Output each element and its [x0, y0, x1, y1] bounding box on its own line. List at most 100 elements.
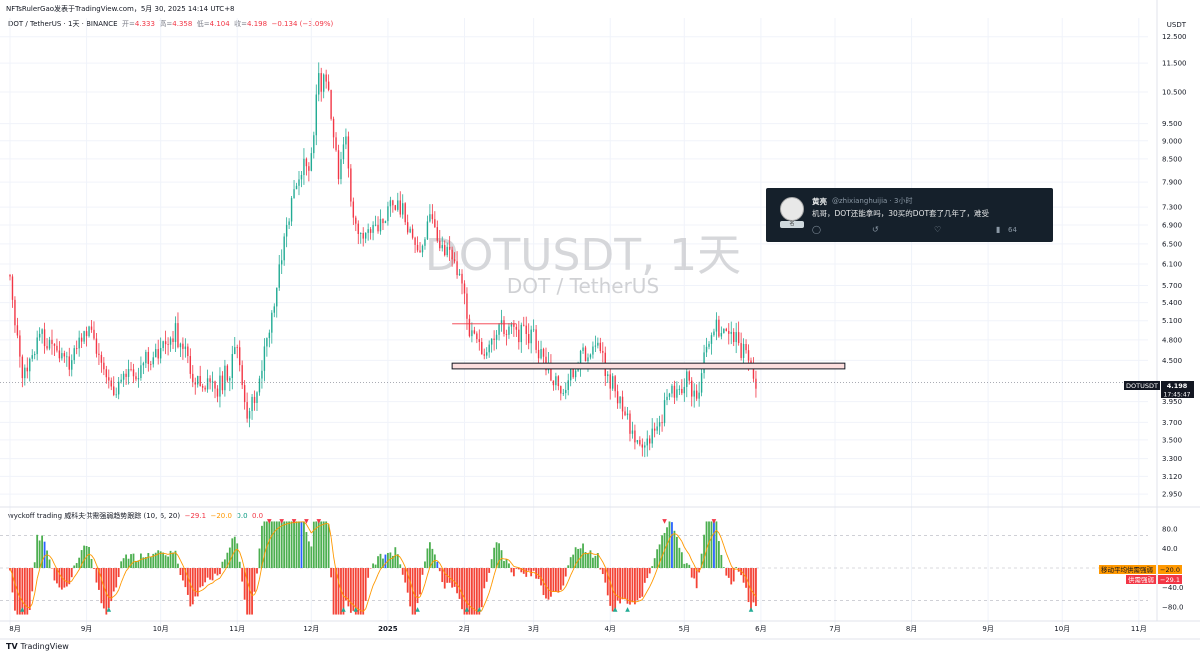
ma-line-segment [330, 537, 335, 557]
views-icon[interactable]: ▮ [996, 225, 1001, 234]
histogram-bar [98, 568, 100, 590]
candle-body [416, 244, 419, 251]
candle-body [649, 438, 651, 444]
histogram-bar [658, 544, 661, 568]
histogram-bar [179, 568, 182, 575]
indicator-title[interactable]: wyckoff trading 威科夫供需强弱趋势跟踪 (10, 6, 20) [8, 512, 181, 520]
histogram-bar [379, 553, 382, 568]
candle-body [369, 229, 372, 233]
histogram-bar [102, 568, 105, 609]
candle-body [159, 348, 162, 359]
candle-body [261, 370, 263, 379]
ma-line-segment [444, 572, 448, 576]
histogram-bar [599, 568, 602, 570]
ma-line-segment [624, 598, 628, 601]
symbol-title[interactable]: DOT / TetherUS · 1天 · BINANCE [8, 20, 118, 28]
tradingview-logo[interactable]: TV TradingView [6, 642, 69, 651]
ma-line-segment [698, 566, 702, 572]
ma-line-segment [681, 541, 685, 548]
candle-body [406, 222, 409, 233]
like-icon[interactable]: ♡ [934, 225, 942, 234]
candle-body [666, 396, 668, 401]
candle-body [251, 396, 253, 412]
tweet-author-name[interactable]: 黄亮 [812, 197, 827, 206]
histogram-bar [537, 568, 540, 580]
histogram-bar [149, 556, 152, 568]
ma-line-segment [231, 550, 236, 556]
ma-line-segment [701, 558, 705, 567]
histogram-bar [105, 568, 108, 615]
candle-body [51, 339, 53, 344]
axes-layer: 12.500 11.500 10.500 9.500 9.000 8.500 7.900 7.… [0, 0, 1200, 640]
ma-line-segment [111, 596, 114, 599]
candle-body [446, 246, 448, 256]
ma-line-segment [476, 610, 480, 613]
histogram-bar [357, 568, 360, 615]
ma-line-segment [256, 579, 260, 590]
histogram-bar [401, 568, 404, 575]
histogram-bar [525, 568, 528, 577]
histogram-bar [582, 543, 584, 568]
ma-line-segment [599, 557, 604, 563]
reply-icon[interactable]: ◯ [812, 225, 821, 234]
last-price-symbol: DOTUSDT [1126, 382, 1158, 390]
candle-body [429, 214, 431, 222]
candle-body [651, 428, 653, 444]
ma-line-segment [725, 552, 730, 560]
candle-body [201, 386, 204, 388]
candle-body [562, 393, 564, 394]
candle-body [241, 365, 243, 386]
tweet-handle[interactable]: @zhixianghuijia · 3小时 [832, 197, 913, 205]
histogram-bar [552, 568, 555, 592]
candle-body [211, 381, 214, 383]
candle-body [308, 166, 310, 171]
candle-body [668, 393, 671, 397]
histogram-bar [228, 547, 231, 568]
histogram-bar [68, 568, 71, 585]
candle-body [127, 368, 130, 377]
candle-body [226, 365, 229, 381]
sell-signal-marker: ▼ [279, 518, 284, 525]
histogram-bar [505, 559, 508, 568]
histogram-bar [162, 552, 165, 568]
ma-line-segment [397, 554, 401, 558]
retweet-icon[interactable]: ↺ [872, 225, 879, 234]
candle-body [78, 337, 80, 349]
candle-body [229, 378, 231, 381]
histogram-bar [394, 547, 397, 568]
currency-label[interactable]: USDT [1166, 21, 1186, 29]
candle-body [209, 378, 211, 382]
ma-line-segment [436, 560, 441, 564]
candle-body [540, 349, 542, 359]
views-count: 64 [1008, 226, 1017, 234]
histogram-bar [142, 557, 145, 568]
histogram-bar [750, 568, 752, 610]
candle-body [444, 245, 446, 256]
candle-body [330, 89, 332, 119]
last-price-symbol-bg [1124, 381, 1160, 390]
ma-line-segment [691, 560, 695, 566]
indicator-histogram: ▲ ▲ ▼ ▼ ▼ ▼ ▼ ▲ ▲ ▲ ▲ ▲ ▲ ▲ ▼ ▼ ▲ [9, 518, 757, 615]
avatar[interactable] [780, 197, 804, 221]
candle-body [478, 339, 480, 342]
ma-line-segment [284, 523, 287, 526]
candle-body [399, 200, 401, 215]
symbol-legend: DOT / TetherUS · 1天 · BINANCE 开=4.333 高=… [8, 19, 333, 29]
tweet-card[interactable]: 名 黄亮 @zhixianghuijia · 3小时 机哥，DOT还能拿吗，30… [766, 188, 1053, 242]
ma-line-segment [740, 570, 744, 575]
histogram-bar [125, 554, 127, 568]
histogram-bar [587, 553, 589, 568]
price-tick-label: 6.500 [1162, 240, 1182, 248]
candle-body [169, 338, 172, 345]
ma-line-segment [548, 589, 552, 592]
candle-body [673, 385, 676, 398]
tv-logo-icon: TV [6, 642, 18, 651]
ma-line-segment [150, 555, 154, 558]
candle-body [379, 218, 382, 232]
candle-body [150, 363, 152, 365]
candle-body [318, 73, 320, 95]
candle-body [204, 387, 206, 390]
candle-body [224, 365, 226, 391]
histogram-bar [38, 540, 41, 568]
